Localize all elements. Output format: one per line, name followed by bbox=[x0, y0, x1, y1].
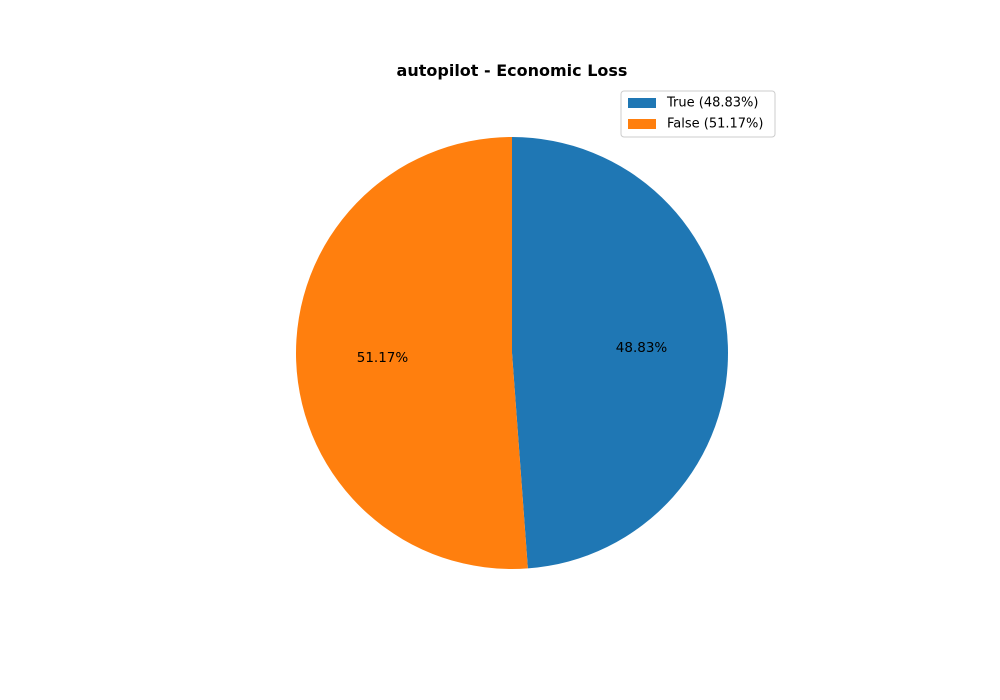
chart-title: autopilot - Economic Loss bbox=[397, 61, 628, 80]
legend-swatch-true bbox=[628, 98, 656, 108]
slice-label-false: 51.17% bbox=[357, 350, 409, 366]
legend-label-false: False (51.17%) bbox=[667, 117, 763, 132]
pie-slice-true bbox=[512, 136, 729, 569]
pie: 48.83% 51.17% bbox=[296, 136, 729, 569]
legend-label-true: True (48.83%) bbox=[666, 96, 758, 111]
legend: True (48.83%) False (51.17%) bbox=[620, 90, 776, 138]
pie-slice-false bbox=[296, 137, 528, 569]
legend-frame bbox=[620, 90, 776, 138]
legend-swatch-false bbox=[628, 119, 656, 129]
slice-label-true: 48.83% bbox=[616, 340, 668, 356]
